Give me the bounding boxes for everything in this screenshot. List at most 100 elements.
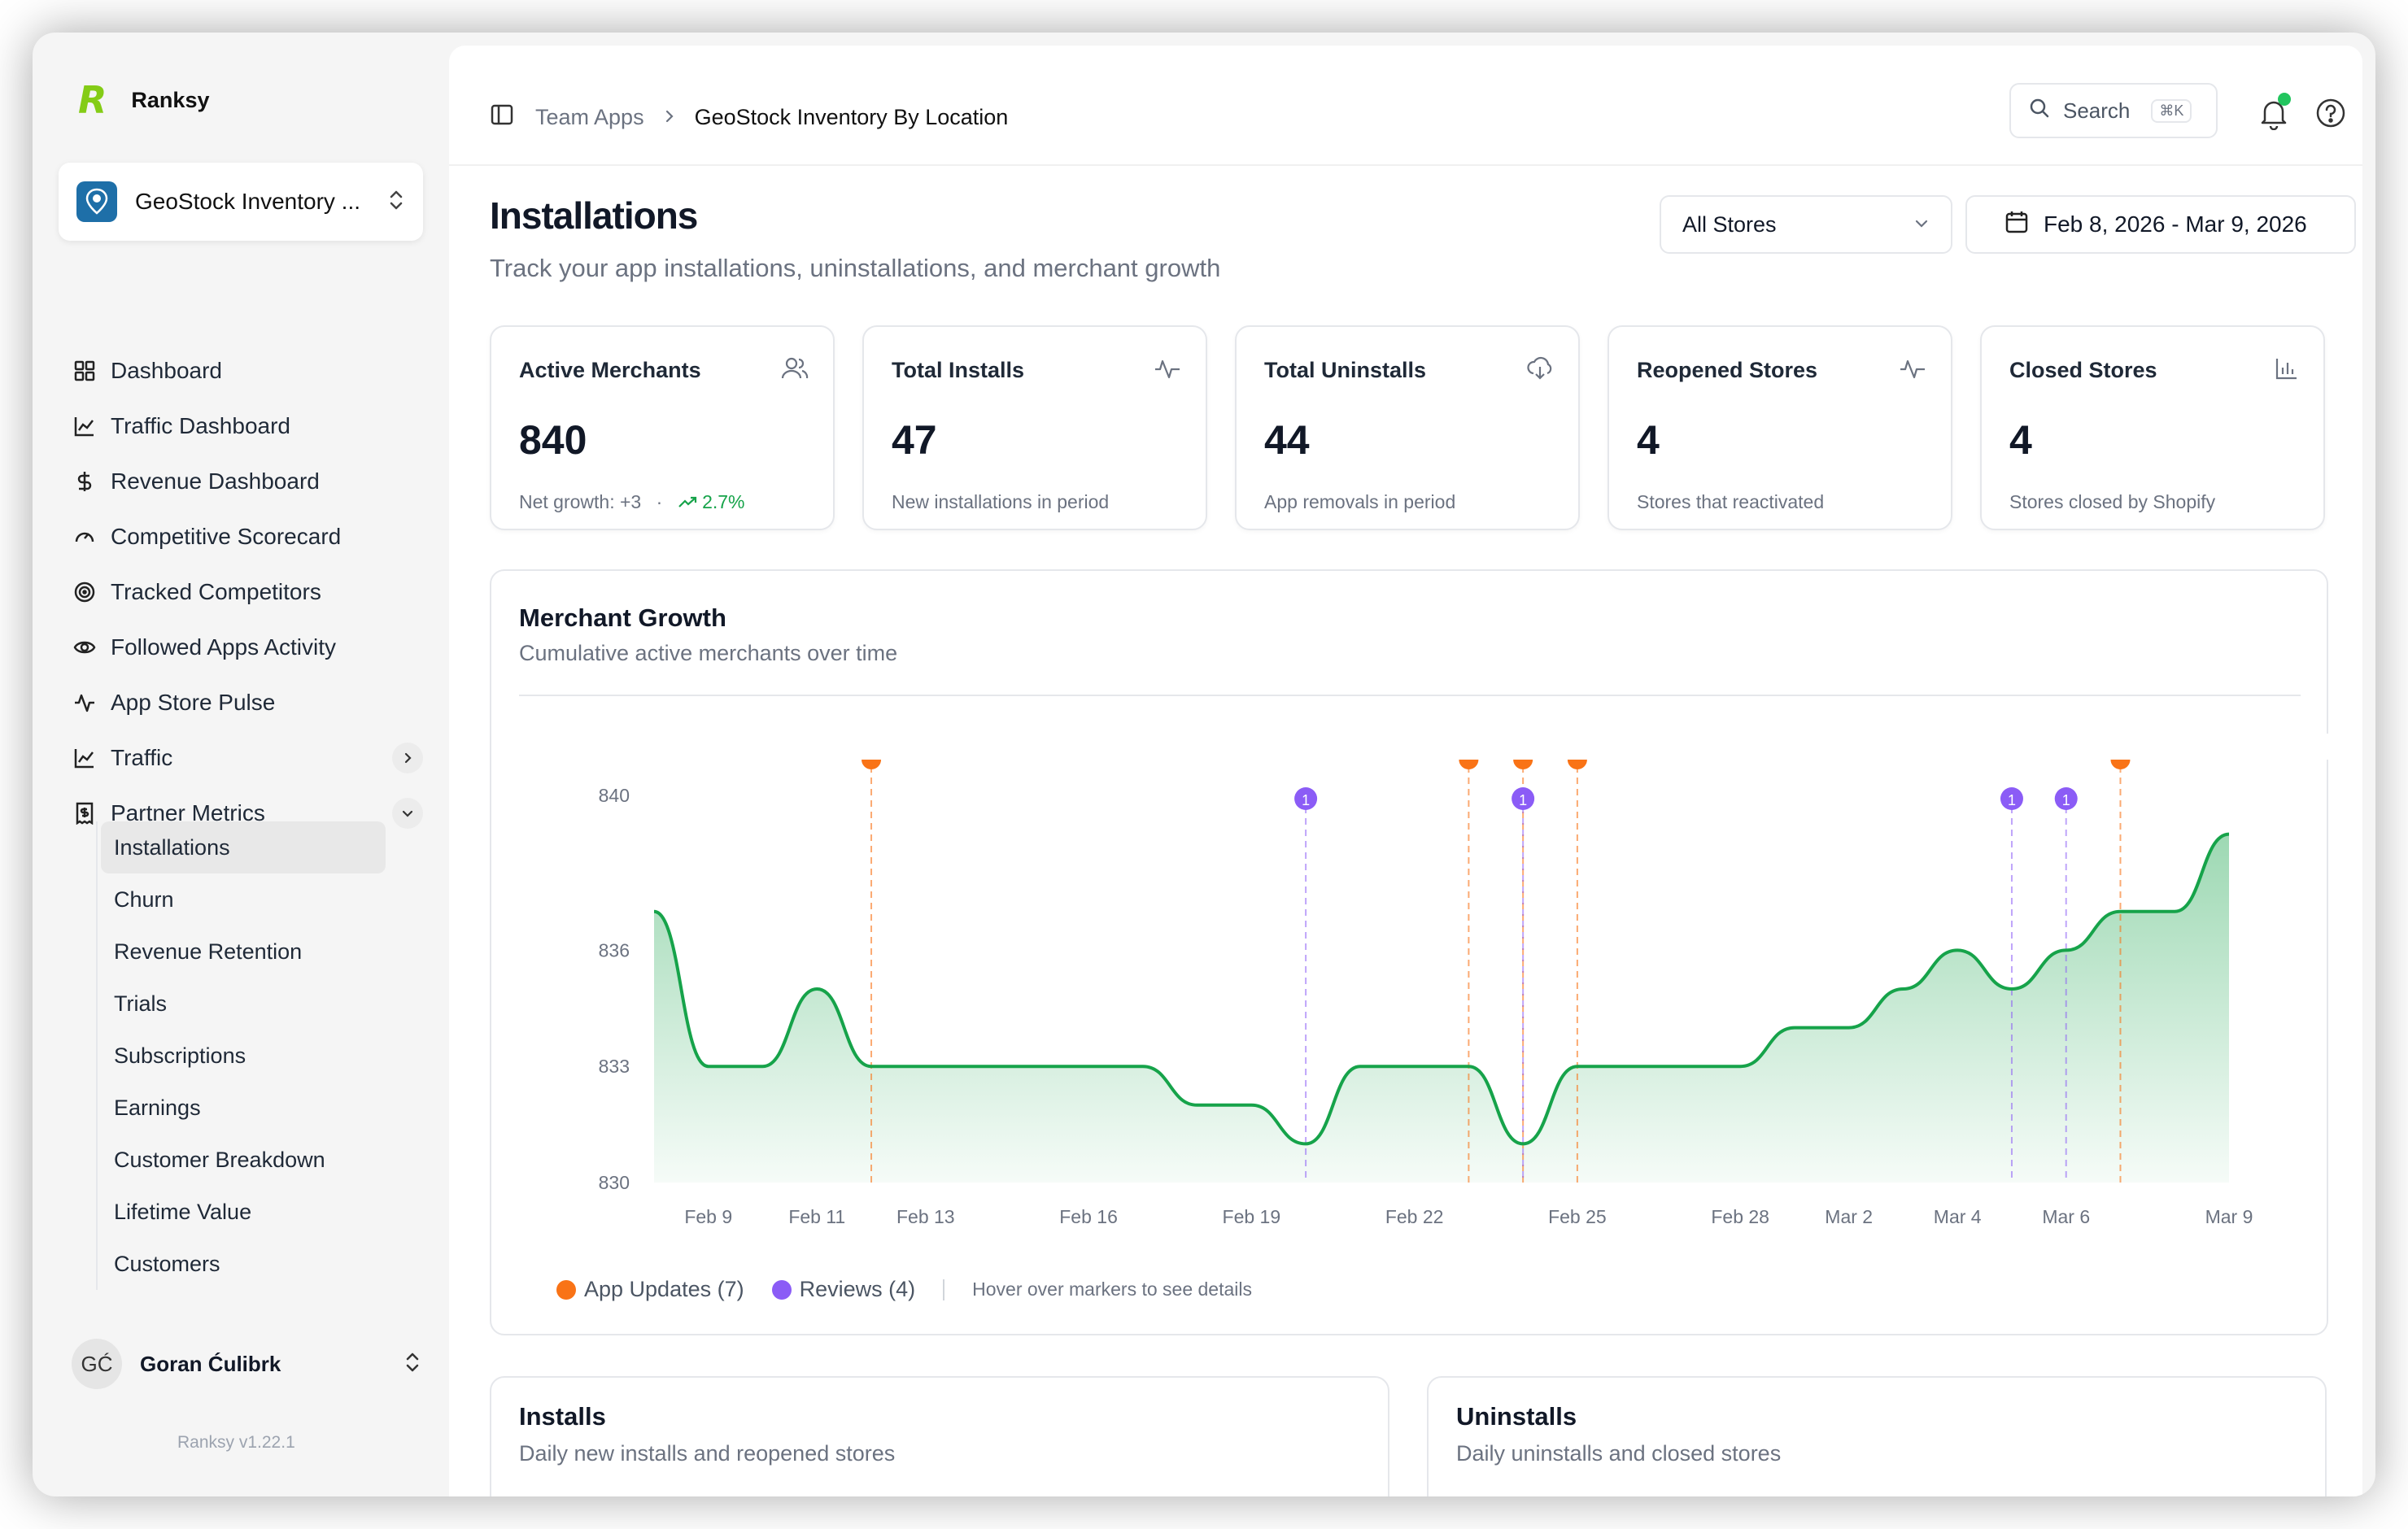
x-tick-label: Feb 16	[1059, 1206, 1118, 1227]
review-marker	[2000, 787, 2023, 810]
card-sub: Stores that reactivated	[1637, 491, 1825, 512]
subnav-item-revenue-retention[interactable]: Revenue Retention	[114, 939, 303, 964]
chart-legend: App Updates (7) Reviews (4) Hover over m…	[556, 1277, 1252, 1302]
date-range-value: Feb 8, 2026 - Mar 9, 2026	[2044, 211, 2307, 237]
store-filter-select[interactable]: All Stores	[1660, 195, 1952, 254]
card-total-uninstalls: Total Uninstalls 44 App removals in peri…	[1235, 325, 1580, 530]
grid-icon	[72, 358, 98, 384]
uninstalls-panel: Uninstalls Daily uninstalls and closed s…	[1427, 1376, 2327, 1496]
y-tick-label: 830	[599, 1172, 630, 1193]
x-tick-label: Feb 22	[1385, 1206, 1444, 1227]
x-tick-label: Mar 9	[2205, 1206, 2253, 1227]
sidebar-item-label: Tracked Competitors	[111, 579, 321, 604]
subnav-item-installations[interactable]: Installations	[101, 821, 386, 873]
eye-icon	[72, 634, 98, 660]
legend-dot-updates	[556, 1279, 576, 1300]
breadcrumb-parent[interactable]: Team Apps	[535, 105, 644, 129]
y-tick-label: 833	[599, 1056, 630, 1077]
sidebar-item-revenue-dashboard[interactable]: Revenue Dashboard	[72, 454, 446, 509]
series-line	[653, 832, 2230, 1146]
brand[interactable]: R Ranksy	[78, 78, 209, 122]
chevron-right-icon[interactable]	[392, 743, 423, 773]
review-marker-count: 1	[1519, 792, 1527, 808]
card-title: Total Uninstalls	[1264, 358, 1427, 382]
breadcrumb: Team Apps GeoStock Inventory By Location	[490, 102, 1008, 133]
x-tick-label: Mar 2	[1825, 1206, 1873, 1227]
legend-dot-reviews	[771, 1279, 792, 1300]
card-total-installs: Total Installs 47 New installations in p…	[862, 325, 1207, 530]
uninstalls-title: Uninstalls	[1456, 1402, 1577, 1431]
review-marker-count: 1	[1302, 792, 1310, 808]
card-sub: Stores closed by Shopify	[2009, 491, 2216, 512]
main-panel: Team Apps GeoStock Inventory By Location…	[449, 46, 2362, 1496]
chart-line-icon	[72, 413, 98, 439]
chart-divider	[519, 695, 2301, 696]
avatar: GĆ	[72, 1339, 122, 1389]
subnav-item-lifetime-value[interactable]: Lifetime Value	[114, 1199, 252, 1224]
chevron-down-icon	[1913, 212, 1930, 237]
help-icon[interactable]	[2315, 98, 2346, 133]
partner-metrics-subnav: Installations Churn Revenue Retention Tr…	[96, 821, 405, 1290]
calendar-icon	[2004, 210, 2029, 240]
trending-up-icon	[678, 491, 697, 512]
legend-reviews: Reviews (4)	[799, 1277, 916, 1301]
marker-clip	[491, 734, 2330, 760]
subnav-item-churn[interactable]: Churn	[114, 886, 174, 912]
sidebar-item-label: Competitive Scorecard	[111, 524, 342, 549]
installs-panel: Installs Daily new installs and reopened…	[490, 1376, 1389, 1496]
card-value: 4	[1637, 417, 1660, 463]
sidebar-item-traffic-dashboard[interactable]: Traffic Dashboard	[72, 399, 446, 454]
stat-cards: Active Merchants 840 Net growth: +3 · 2.…	[490, 325, 2325, 530]
legend-divider	[943, 1279, 945, 1300]
subnav-item-customer-breakdown[interactable]: Customer Breakdown	[114, 1147, 325, 1172]
sidebar-item-partner-metrics[interactable]: Partner Metrics	[72, 786, 446, 841]
sidebar-nav: Dashboard Traffic Dashboard Revenue Dash…	[72, 343, 446, 841]
app-switcher[interactable]: GeoStock Inventory ...	[59, 163, 423, 241]
sidebar-item-tracked-competitors[interactable]: Tracked Competitors	[72, 564, 446, 620]
date-range-picker[interactable]: Feb 8, 2026 - Mar 9, 2026	[1965, 195, 2356, 254]
marker-clip	[491, 1475, 1388, 1496]
review-marker	[1512, 787, 1535, 810]
card-title: Total Installs	[892, 358, 1025, 382]
notification-dot	[2278, 93, 2291, 106]
sidebar-item-dashboard[interactable]: Dashboard	[72, 343, 446, 399]
sidebar-item-traffic[interactable]: Traffic	[72, 730, 446, 786]
installs-subtitle: Daily new installs and reopened stores	[519, 1441, 896, 1466]
x-tick-label: Mar 4	[1934, 1206, 1982, 1227]
y-tick-label: 836	[599, 939, 630, 961]
subnav-item-trials[interactable]: Trials	[114, 991, 167, 1016]
users-icon	[781, 356, 809, 385]
card-value: 47	[892, 417, 937, 463]
version-label: Ranksy v1.22.1	[177, 1433, 295, 1452]
search-button[interactable]: Search ⌘K	[2009, 83, 2218, 138]
user-menu[interactable]: GĆ Goran Ćulibrk	[72, 1339, 421, 1389]
sidebar-item-app-store-pulse[interactable]: App Store Pulse	[72, 675, 446, 730]
x-tick-label: Feb 28	[1711, 1206, 1769, 1227]
dollar-icon	[72, 468, 98, 494]
chevron-down-icon[interactable]	[392, 798, 423, 829]
card-sub: Net growth: +3 · 2.7%	[519, 491, 745, 512]
search-label: Search	[2063, 98, 2131, 123]
card-active-merchants: Active Merchants 840 Net growth: +3 · 2.…	[490, 325, 835, 530]
sidebar: R Ranksy GeoStock Inventory ... Dashboar…	[33, 33, 449, 1496]
target-icon	[72, 579, 98, 605]
card-value: 840	[519, 417, 587, 463]
subnav-item-customers[interactable]: Customers	[114, 1251, 220, 1276]
topbar: Team Apps GeoStock Inventory By Location…	[449, 46, 2362, 166]
bell-icon[interactable]	[2258, 98, 2289, 134]
subnav-item-earnings[interactable]: Earnings	[114, 1095, 201, 1120]
x-tick-label: Feb 19	[1223, 1206, 1281, 1227]
uninstalls-subtitle: Daily uninstalls and closed stores	[1456, 1441, 1782, 1466]
sidebar-item-competitive-scorecard[interactable]: Competitive Scorecard	[72, 509, 446, 564]
activity-icon	[72, 690, 98, 716]
review-marker	[2054, 787, 2078, 810]
x-tick-label: Feb 9	[684, 1206, 732, 1227]
x-tick-label: Feb 13	[896, 1206, 955, 1227]
card-reopened-stores: Reopened Stores 4 Stores that reactivate…	[1608, 325, 1952, 530]
subnav-item-subscriptions[interactable]: Subscriptions	[114, 1043, 246, 1068]
bar-chart-icon	[2275, 356, 2299, 385]
sidebar-item-followed-apps-activity[interactable]: Followed Apps Activity	[72, 620, 446, 675]
card-value: 44	[1264, 417, 1310, 463]
map-pin-icon	[76, 181, 117, 222]
sidebar-toggle-icon[interactable]	[490, 102, 514, 133]
